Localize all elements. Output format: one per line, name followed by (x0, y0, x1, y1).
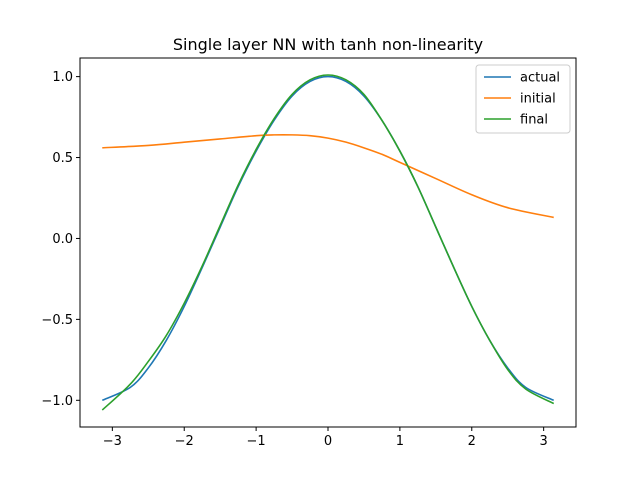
y-tick-label: −0.5 (41, 313, 73, 328)
x-tick-label: 0 (324, 434, 332, 449)
legend-label-initial: initial (520, 92, 556, 107)
legend-label-final: final (520, 113, 548, 128)
legend-label-actual: actual (520, 71, 560, 86)
x-tick-label: 3 (540, 434, 548, 449)
y-axis: −1.0 −0.5 0.0 0.5 1.0 (41, 70, 80, 409)
y-tick-label: −1.0 (41, 394, 73, 409)
series-line-final (101, 74, 555, 411)
legend-box (475, 64, 571, 134)
x-tick-label: −3 (103, 434, 122, 449)
y-tick-label: 0.0 (52, 232, 73, 247)
legend: actual initial final (475, 64, 571, 134)
x-tick-label: 1 (396, 434, 404, 449)
x-tick-label: −2 (175, 434, 194, 449)
x-axis: −3 −2 −1 0 1 2 3 (103, 427, 548, 449)
axes-frame (79, 57, 577, 428)
series-layer (101, 74, 555, 411)
y-tick-label: 1.0 (52, 70, 73, 85)
x-tick-label: 2 (468, 434, 476, 449)
chart-title: Single layer NN with tanh non-linearity (173, 35, 483, 54)
y-tick-label: 0.5 (52, 151, 73, 166)
series-line-initial (102, 133, 554, 219)
x-tick-label: −1 (247, 434, 266, 449)
